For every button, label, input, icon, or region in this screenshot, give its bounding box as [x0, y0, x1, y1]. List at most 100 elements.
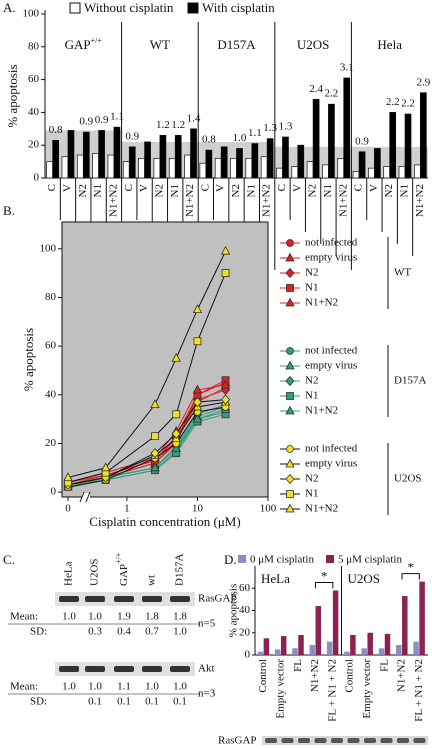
bar [113, 126, 121, 179]
bar [309, 644, 316, 655]
significance: * [407, 560, 414, 575]
y-axis-label: % apoptosis [21, 328, 36, 391]
bar [297, 144, 305, 179]
bar [67, 130, 75, 179]
marker [192, 384, 203, 394]
ratio-label: 1.4 [187, 112, 201, 124]
label-base: GAP [65, 37, 91, 52]
label-sup: +/+ [91, 36, 103, 45]
panel-label: D. [224, 552, 237, 567]
x-tick-label: 100 [260, 503, 277, 515]
bar [343, 77, 351, 179]
mean-value: 1.8 [173, 611, 187, 623]
lane-label: wt [146, 575, 158, 586]
ratio-label: 1.1 [248, 127, 262, 139]
ratio-label: 0.8 [49, 124, 63, 136]
bar [337, 157, 345, 179]
bar [396, 644, 402, 655]
x-tick-label: Empty vector [361, 659, 373, 719]
bar [199, 162, 207, 179]
group-label: D157A [217, 37, 256, 52]
marker [285, 458, 295, 468]
blot-label: RasGAP [198, 593, 237, 605]
blot-band [298, 738, 310, 743]
ratio-label: 2.2 [401, 98, 415, 110]
marker [285, 503, 295, 513]
marker [286, 284, 294, 292]
break-mark [79, 491, 85, 503]
legend-label: 5 μM cisplatin [338, 554, 402, 566]
blot [262, 736, 428, 745]
bar [274, 649, 281, 655]
ratio-label: 1.2 [156, 119, 170, 131]
lane-label: GAP+/+ [114, 552, 130, 586]
bar [292, 648, 298, 655]
bar [230, 157, 237, 179]
bar [184, 154, 191, 179]
x-tick-label: N1+N2 [309, 659, 321, 692]
bar [368, 167, 375, 179]
bar [402, 596, 408, 655]
marker [220, 379, 231, 389]
y-tick-label: 80 [28, 40, 40, 52]
blot-band [413, 738, 426, 743]
legend-label: N1 [305, 488, 318, 500]
x-tick-label: V [62, 184, 74, 192]
x-tick-label: N2 [77, 184, 89, 197]
x-tick-label: N1+N2 [107, 184, 119, 217]
x-tick-label: V [138, 184, 150, 192]
bar [46, 161, 54, 179]
legend-label: With cisplatin [202, 0, 275, 15]
bar [205, 149, 213, 179]
significance: * [321, 568, 328, 583]
bar [367, 632, 373, 655]
bar [82, 131, 90, 179]
bar [107, 154, 115, 179]
y-tick-label: 20 [45, 437, 57, 449]
x-tick-label: N2 [307, 184, 319, 197]
ratio-label: 2.2 [386, 96, 400, 108]
bar [251, 143, 259, 179]
ratio-label: 2.2 [325, 88, 339, 100]
x-tick-label: N1+N2 [414, 184, 426, 217]
x-tick-label: Empty vector [274, 659, 286, 719]
x-tick-label: N1+N2 [396, 659, 408, 692]
series-line [67, 250, 226, 479]
sd-value: 0.1 [117, 696, 131, 708]
x-tick-label: FL + N1 + N2 [413, 659, 425, 722]
marker [285, 267, 295, 279]
x-tick-label: N2 [153, 184, 165, 197]
bar [358, 151, 366, 179]
bar [190, 128, 197, 179]
significance-bracket [401, 573, 420, 580]
mean-value: 1.0 [62, 681, 76, 693]
y-tick-label: 60 [239, 582, 251, 594]
legend-label: N1+N2 [305, 405, 338, 417]
bar [276, 167, 283, 179]
bar [306, 161, 314, 179]
x-tick-label: 1 [124, 503, 130, 515]
legend-group: WT [394, 267, 411, 279]
marker [172, 410, 181, 419]
bar [312, 98, 320, 179]
bar [361, 648, 367, 655]
y-tick-label: 40 [239, 604, 251, 616]
x-tick-label: Control [257, 659, 269, 693]
y-tick-label: 40 [45, 388, 57, 400]
ratio-label: 1.3 [279, 121, 293, 133]
mean-value: 1.8 [145, 611, 159, 623]
x-tick-label: 10 [192, 503, 204, 515]
bar [322, 164, 329, 179]
legend-swatch [187, 2, 199, 14]
marker [192, 396, 202, 408]
bar [159, 135, 167, 179]
bar [344, 651, 350, 655]
ratio-label: 0.9 [79, 116, 93, 128]
mean-value: 1.0 [145, 681, 159, 693]
blot-band [114, 666, 134, 672]
label-sup: +/+ [114, 552, 123, 564]
y-tick-label: 60 [28, 73, 40, 85]
y-axis-label: % apoptosis [228, 584, 240, 637]
break-mark [85, 491, 91, 503]
x-tick-label: C [276, 184, 288, 191]
